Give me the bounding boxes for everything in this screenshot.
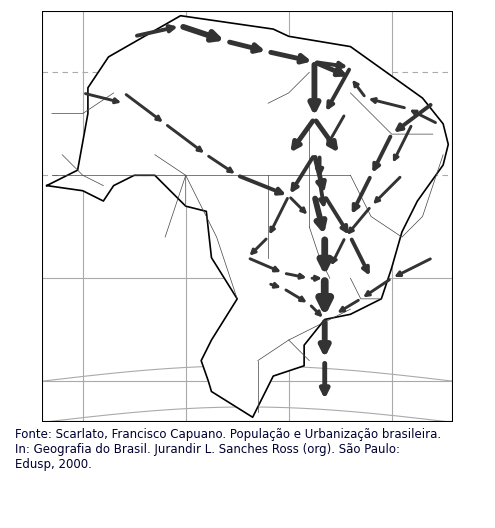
- Text: Fonte: Scarlato, Francisco Capuano. População e Urbanização brasileira.
In: Geog: Fonte: Scarlato, Francisco Capuano. Popu…: [15, 428, 441, 470]
- Polygon shape: [47, 16, 448, 417]
